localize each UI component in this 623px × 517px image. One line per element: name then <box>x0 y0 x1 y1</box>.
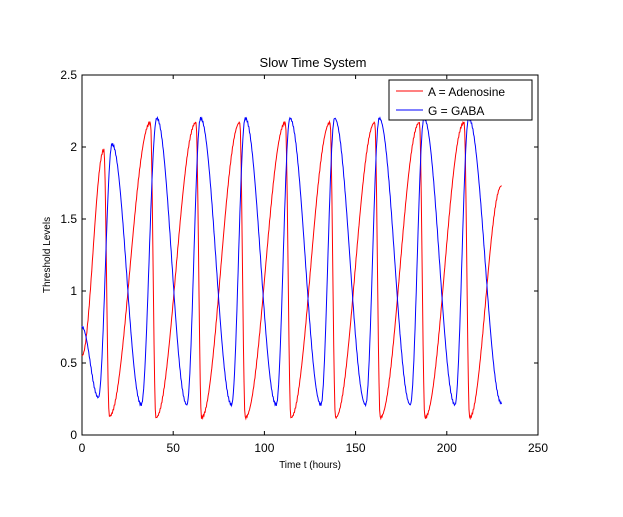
plot-area: 0 50 100 150 200 250 0 0.5 1 1.5 2 2.5 <box>60 68 548 455</box>
y-axis-label: Threshold Levels <box>42 217 53 293</box>
legend-label-gaba: G = GABA <box>428 104 484 118</box>
y-tick-label: 0.5 <box>60 356 77 370</box>
x-axis: 0 50 100 150 200 250 <box>79 75 548 455</box>
legend-label-adenosine: A = Adenosine <box>428 85 505 99</box>
chart-title: Slow Time System <box>260 55 367 70</box>
x-tick-label: 100 <box>254 441 274 455</box>
x-tick-label: 150 <box>346 441 366 455</box>
y-tick-label: 2 <box>70 140 77 154</box>
series-line-gaba <box>81 115 502 408</box>
x-tick-label: 50 <box>167 441 181 455</box>
x-tick-label: 0 <box>79 441 86 455</box>
legend-box <box>388 79 533 121</box>
x-tick-label: 250 <box>528 441 548 455</box>
y-tick-label: 2.5 <box>60 68 77 82</box>
x-axis-label: Time t (hours) <box>279 460 341 471</box>
legend: A = Adenosine G = GABA <box>388 79 533 121</box>
y-axis: 0 0.5 1 1.5 2 2.5 <box>60 68 538 442</box>
y-tick-label: 1.5 <box>60 212 77 226</box>
y-tick-label: 1 <box>70 284 77 298</box>
x-tick-label: 200 <box>437 441 457 455</box>
series-group <box>81 115 502 421</box>
y-tick-label: 0 <box>70 428 77 442</box>
